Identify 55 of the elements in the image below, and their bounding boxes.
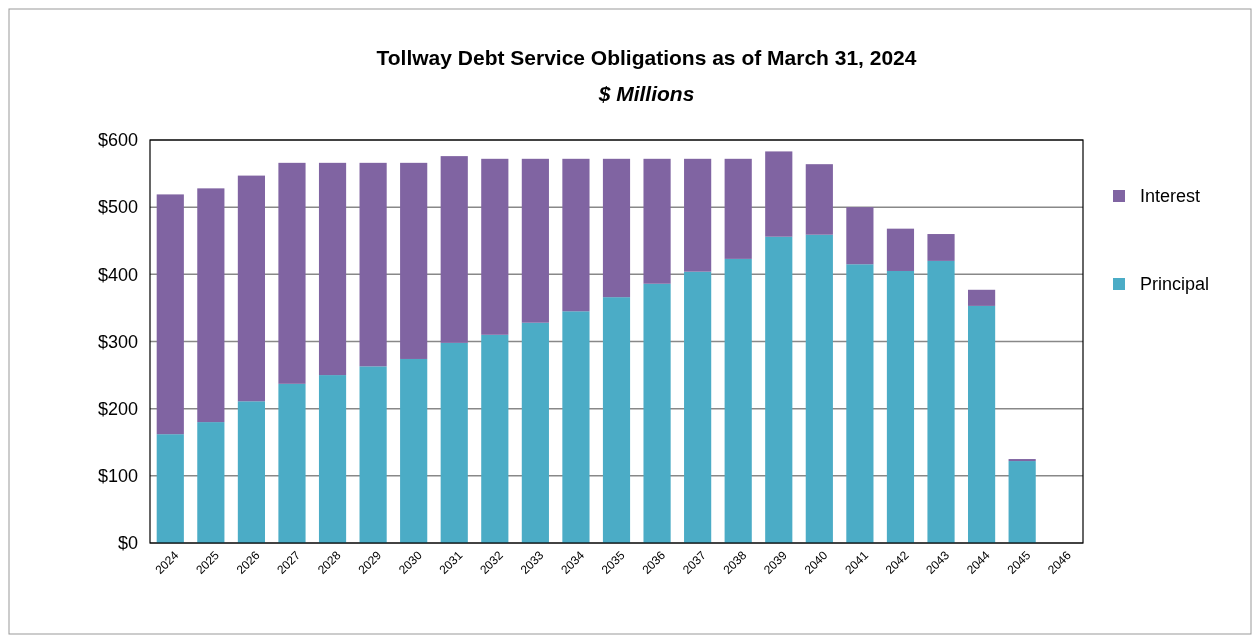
bar bbox=[278, 162, 306, 384]
bar bbox=[318, 375, 347, 543]
bar bbox=[521, 158, 549, 323]
bar bbox=[886, 270, 915, 543]
legend-label: Principal bbox=[1140, 274, 1210, 295]
bar bbox=[318, 162, 347, 376]
chart-subtitle: $ Millions bbox=[597, 82, 695, 105]
bar bbox=[643, 158, 671, 284]
bar bbox=[927, 260, 955, 543]
bar bbox=[237, 401, 265, 543]
y-tick-label: $0 bbox=[117, 533, 138, 554]
y-tick-label: $600 bbox=[97, 130, 138, 151]
bar bbox=[968, 305, 996, 543]
bar bbox=[359, 366, 387, 543]
bar bbox=[562, 158, 590, 312]
y-tick-label: $500 bbox=[97, 197, 138, 218]
bar bbox=[237, 175, 265, 402]
bar bbox=[765, 151, 793, 237]
bar bbox=[562, 311, 590, 543]
y-tick-label: $200 bbox=[97, 398, 138, 419]
bar bbox=[156, 194, 184, 435]
bar bbox=[1008, 459, 1036, 462]
bar bbox=[481, 158, 509, 335]
y-tick-label: $300 bbox=[97, 331, 138, 352]
bar bbox=[156, 434, 184, 543]
bar bbox=[197, 188, 225, 423]
bar bbox=[521, 322, 549, 543]
bar bbox=[400, 358, 428, 543]
y-tick-label: $400 bbox=[97, 264, 138, 285]
bar bbox=[359, 162, 387, 367]
y-tick-label: $100 bbox=[97, 466, 138, 487]
bar bbox=[805, 164, 833, 235]
bar bbox=[1008, 461, 1036, 543]
bar bbox=[440, 156, 468, 343]
bar bbox=[440, 342, 468, 543]
bar bbox=[846, 264, 874, 543]
legend-label: Interest bbox=[1140, 186, 1201, 207]
bar bbox=[724, 258, 752, 543]
bar bbox=[805, 234, 833, 543]
bar bbox=[846, 207, 874, 265]
bar bbox=[927, 234, 955, 261]
bar bbox=[197, 422, 225, 543]
bar bbox=[724, 158, 752, 259]
bar bbox=[602, 158, 631, 298]
bar bbox=[278, 383, 306, 543]
bar bbox=[684, 271, 712, 543]
bar bbox=[643, 283, 671, 543]
chart-title: Tollway Debt Service Obligations as of March 31, 2024 bbox=[376, 46, 917, 69]
bar bbox=[481, 334, 509, 543]
bar bbox=[765, 236, 793, 543]
bar bbox=[886, 228, 915, 271]
bar bbox=[684, 158, 712, 272]
bar bbox=[968, 289, 996, 306]
bar bbox=[400, 162, 428, 359]
bar bbox=[602, 297, 631, 543]
